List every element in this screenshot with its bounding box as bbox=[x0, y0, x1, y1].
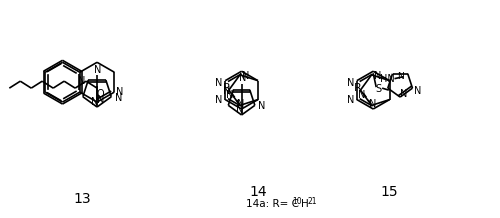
Text: 13: 13 bbox=[74, 192, 92, 206]
Text: N: N bbox=[239, 73, 246, 83]
Text: H: H bbox=[301, 199, 308, 209]
Text: N: N bbox=[216, 78, 223, 88]
Text: N: N bbox=[114, 93, 122, 103]
Text: 15: 15 bbox=[381, 186, 398, 199]
Text: N: N bbox=[258, 101, 266, 111]
Text: N: N bbox=[347, 78, 354, 88]
Text: N: N bbox=[94, 65, 102, 75]
Text: N: N bbox=[226, 90, 234, 100]
Text: N: N bbox=[358, 90, 365, 100]
Text: HN: HN bbox=[380, 74, 395, 84]
Text: N: N bbox=[236, 105, 244, 115]
Text: 14: 14 bbox=[249, 186, 267, 199]
Text: N: N bbox=[237, 99, 244, 109]
Text: R: R bbox=[354, 83, 362, 93]
Text: 21: 21 bbox=[308, 197, 318, 206]
Text: N: N bbox=[347, 95, 354, 105]
Text: S: S bbox=[375, 84, 382, 94]
Text: N: N bbox=[414, 86, 421, 96]
Text: N: N bbox=[397, 72, 404, 81]
Text: N: N bbox=[242, 71, 250, 81]
Text: N: N bbox=[368, 99, 376, 109]
Text: N: N bbox=[222, 86, 230, 96]
Text: O: O bbox=[96, 89, 104, 99]
Text: N: N bbox=[78, 76, 85, 86]
Text: N: N bbox=[98, 95, 104, 105]
Text: N: N bbox=[400, 89, 408, 99]
Text: N: N bbox=[116, 87, 123, 97]
Text: R: R bbox=[222, 83, 230, 93]
Text: N: N bbox=[374, 71, 382, 81]
Text: N: N bbox=[216, 95, 223, 105]
Text: 14a: R= C: 14a: R= C bbox=[246, 199, 299, 209]
Text: N: N bbox=[92, 97, 99, 107]
Text: 10: 10 bbox=[292, 197, 302, 206]
